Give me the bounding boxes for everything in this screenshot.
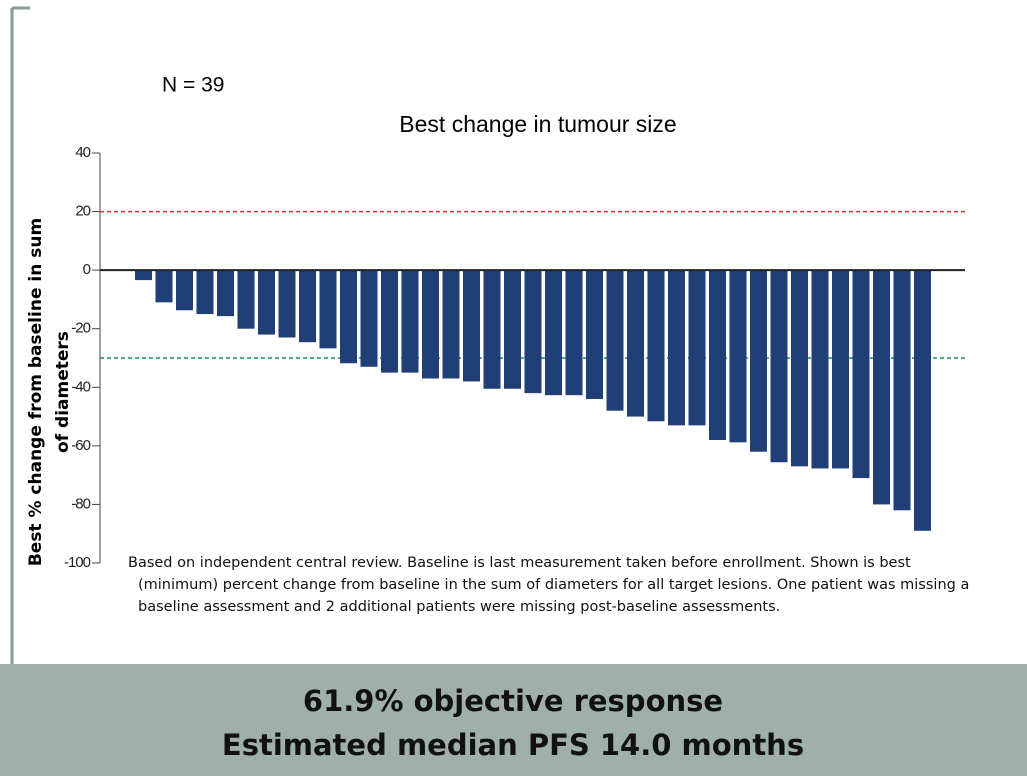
bar xyxy=(504,270,521,389)
bar xyxy=(852,270,870,479)
bar xyxy=(360,270,378,367)
bar xyxy=(565,270,583,396)
bar xyxy=(914,270,931,531)
y-tick-label: 40 xyxy=(75,144,90,161)
bar xyxy=(873,270,890,505)
y-tick-label: -80 xyxy=(71,495,90,512)
bar xyxy=(135,270,152,281)
bar xyxy=(340,270,357,364)
bar xyxy=(791,270,808,467)
bar xyxy=(524,270,542,394)
chart-title: Best change in tumour size xyxy=(399,111,676,137)
bar xyxy=(442,270,460,379)
bar xyxy=(729,270,747,443)
bar xyxy=(196,270,214,315)
bar xyxy=(483,270,501,389)
footnote: (minimum) percent change from baseline i… xyxy=(138,577,969,593)
annotation: N = 39 xyxy=(162,74,224,97)
bar xyxy=(606,270,624,411)
y-axis-label: of diameters xyxy=(53,331,73,453)
banner-line: 61.9% objective response xyxy=(303,684,723,718)
bar xyxy=(176,270,193,311)
bar xyxy=(893,270,911,511)
bar xyxy=(155,270,173,303)
bar xyxy=(278,270,296,338)
bar xyxy=(688,270,706,426)
bar xyxy=(299,270,316,343)
y-tick-label: -20 xyxy=(71,320,90,337)
bar xyxy=(319,270,337,349)
bar xyxy=(709,270,726,440)
bar xyxy=(463,270,480,382)
bar xyxy=(381,270,398,373)
footnote: baseline assessment and 2 additional pat… xyxy=(138,599,780,615)
y-tick-label: 0 xyxy=(83,261,91,278)
bar xyxy=(770,270,788,463)
bar xyxy=(401,270,419,373)
y-tick-label: -60 xyxy=(71,437,90,454)
y-tick-label: 20 xyxy=(75,203,90,220)
bar xyxy=(811,270,829,469)
bar xyxy=(832,270,849,469)
footnote: Based on independent central review. Bas… xyxy=(128,555,911,571)
bar xyxy=(217,270,234,317)
y-tick-label: -40 xyxy=(71,378,90,395)
bar xyxy=(586,270,603,399)
banner-bg xyxy=(0,664,1027,776)
bar xyxy=(237,270,255,329)
y-tick-label: -100 xyxy=(64,554,91,571)
y-axis-label: Best % change from baseline in sum xyxy=(26,218,46,566)
bar xyxy=(545,270,562,396)
bar xyxy=(750,270,767,452)
bar xyxy=(647,270,665,422)
bar xyxy=(422,270,439,379)
bar xyxy=(258,270,275,335)
bar xyxy=(668,270,685,426)
bar xyxy=(627,270,644,417)
banner-line: Estimated median PFS 14.0 months xyxy=(222,728,804,762)
